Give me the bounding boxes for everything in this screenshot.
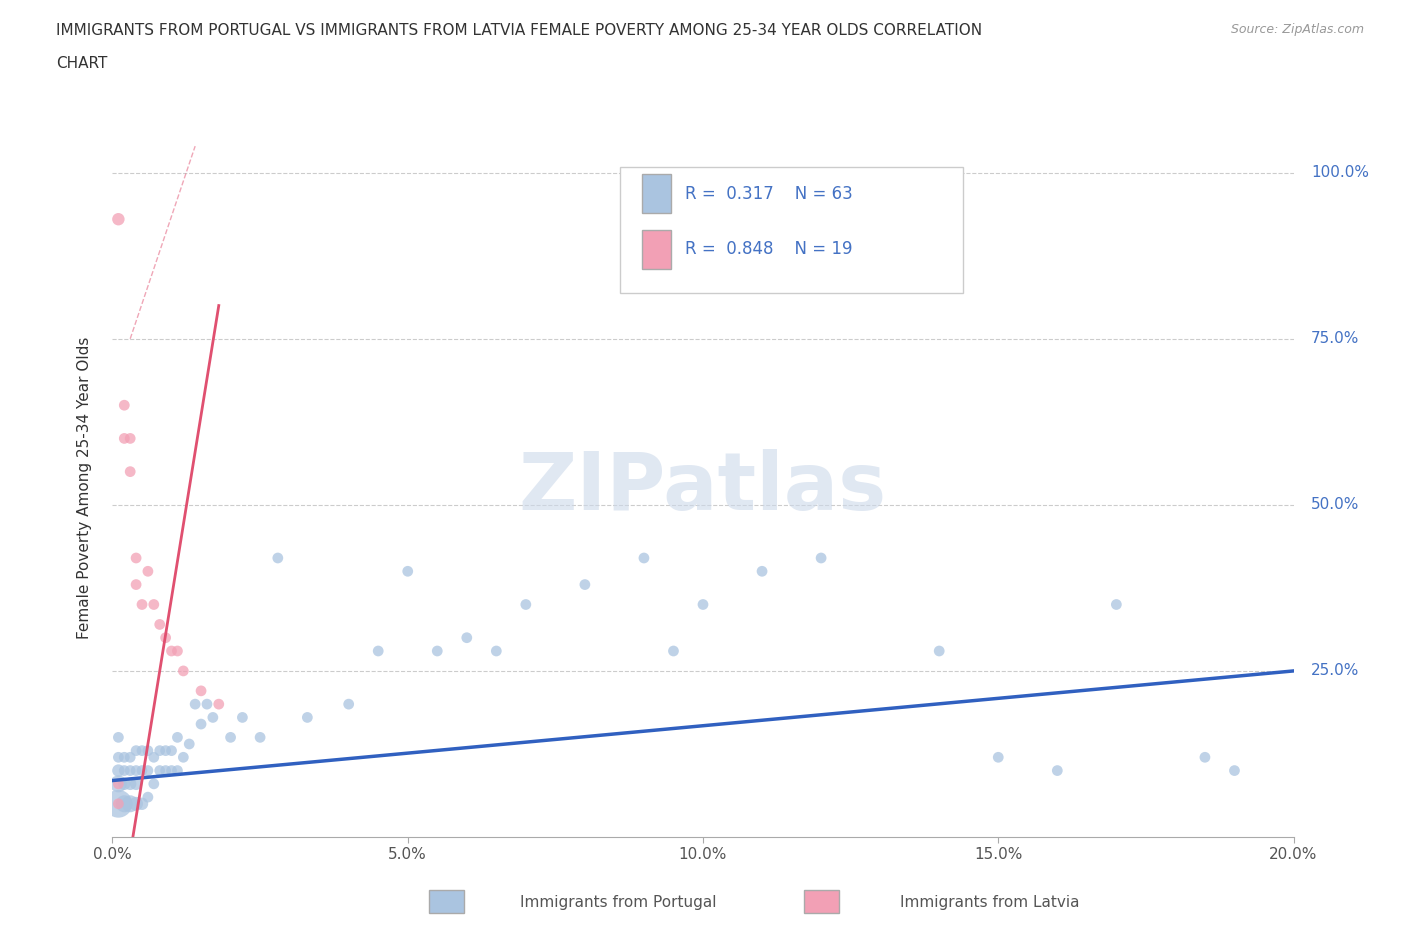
Point [1223,764,1246,778]
Point [120,796,142,811]
Point [112,750,135,764]
Point [112,398,135,413]
Point [219,730,242,745]
Point [692,597,714,612]
Point [125,551,148,565]
Point [208,697,231,711]
Point [987,750,1010,764]
Point [160,644,183,658]
Point [160,743,183,758]
Point [1105,597,1128,612]
Point [125,777,148,791]
Point [633,551,655,565]
Point [184,697,207,711]
Point [131,743,153,758]
Point [131,764,153,778]
Point [337,697,360,711]
Text: Immigrants from Portugal: Immigrants from Portugal [520,895,717,910]
Text: Source: ZipAtlas.com: Source: ZipAtlas.com [1230,23,1364,36]
Point [136,764,159,778]
Text: IMMIGRANTS FROM PORTUGAL VS IMMIGRANTS FROM LATVIA FEMALE POVERTY AMONG 25-34 YE: IMMIGRANTS FROM PORTUGAL VS IMMIGRANTS F… [56,23,983,38]
Point [1194,750,1216,764]
Point [249,730,271,745]
Point [142,597,165,612]
Point [120,464,142,479]
Point [297,710,319,724]
Text: 100.0%: 100.0% [1312,166,1369,180]
Point [120,764,142,778]
Point [112,777,135,791]
Point [107,796,129,811]
Point [112,796,135,811]
Point [231,710,253,724]
Point [367,644,389,658]
Point [131,796,153,811]
Point [172,750,194,764]
Point [107,730,129,745]
Text: ZIPatlas: ZIPatlas [519,449,887,527]
Text: Immigrants from Latvia: Immigrants from Latvia [900,895,1080,910]
Point [810,551,832,565]
Point [112,764,135,778]
Point [125,578,148,592]
Point [107,764,129,778]
Point [155,764,177,778]
Point [662,644,685,658]
Point [112,431,135,445]
Point [136,564,159,578]
Point [155,743,177,758]
Point [120,777,142,791]
Point [136,743,159,758]
Point [267,551,290,565]
Point [107,796,129,811]
Point [172,663,194,678]
Point [136,790,159,804]
Point [125,764,148,778]
Text: R =  0.317    N = 63: R = 0.317 N = 63 [685,184,853,203]
Point [142,750,165,764]
Point [515,597,537,612]
Point [201,710,224,724]
Point [107,212,129,227]
Point [456,631,478,645]
Point [160,764,183,778]
Point [751,564,773,578]
Point [179,737,201,751]
Point [190,684,212,698]
Point [149,617,172,631]
Point [166,764,188,778]
Point [120,431,142,445]
Bar [641,174,671,213]
Bar [641,230,671,269]
Text: 25.0%: 25.0% [1312,663,1360,678]
Point [166,730,188,745]
Point [166,644,188,658]
Point [125,743,148,758]
Point [107,777,129,791]
Text: 50.0%: 50.0% [1312,498,1360,512]
Text: R =  0.848    N = 19: R = 0.848 N = 19 [685,240,853,259]
FancyBboxPatch shape [620,167,963,293]
Point [125,796,148,811]
Point [426,644,449,658]
Point [574,578,596,592]
Point [142,777,165,791]
Point [149,764,172,778]
Point [120,750,142,764]
Point [107,777,129,791]
Point [190,717,212,732]
Point [131,597,153,612]
Point [149,743,172,758]
Point [155,631,177,645]
Point [928,644,950,658]
Point [396,564,419,578]
Point [195,697,218,711]
Point [1046,764,1069,778]
Point [107,750,129,764]
Point [485,644,508,658]
Y-axis label: Female Poverty Among 25-34 Year Olds: Female Poverty Among 25-34 Year Olds [77,337,91,640]
Text: CHART: CHART [56,56,108,71]
Text: 75.0%: 75.0% [1312,331,1360,346]
